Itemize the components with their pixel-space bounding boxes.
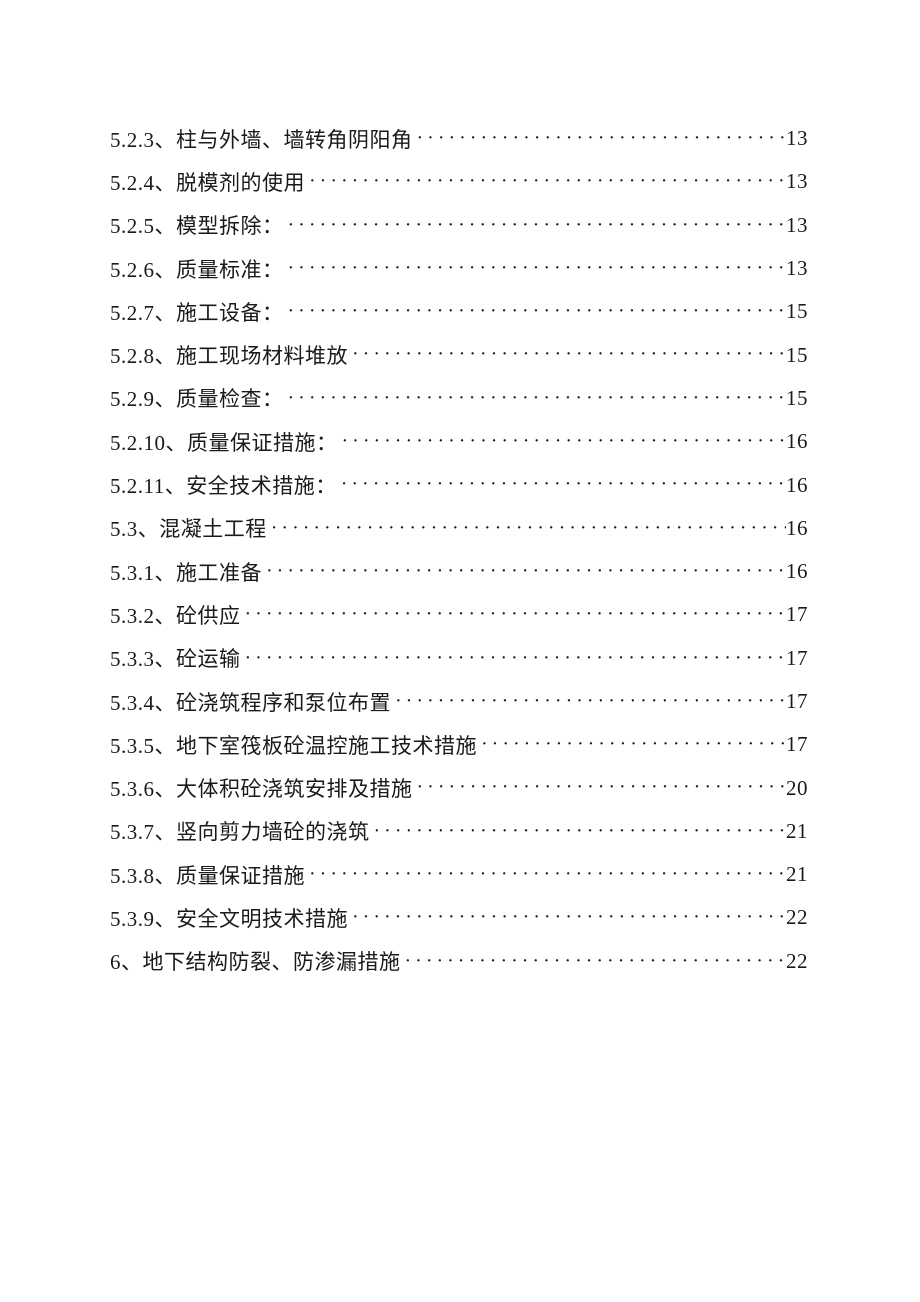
toc-dot-leader xyxy=(413,766,787,809)
toc-entry[interactable]: 5.3.2、砼供应 17 xyxy=(110,593,808,636)
toc-entry-page-number: 13 xyxy=(786,212,808,237)
toc-dot-leader xyxy=(241,593,787,636)
toc-entry-label: 5.3.3、砼运输 xyxy=(110,647,241,672)
toc-entry[interactable]: 5.2.6、质量标准： 13 xyxy=(110,247,808,290)
toc-entry-label: 5.2.4、脱模剂的使用 xyxy=(110,170,305,195)
toc-entry[interactable]: 5.3.6、大体积砼浇筑安排及措施 20 xyxy=(110,766,808,809)
toc-dot-leader xyxy=(305,853,786,896)
toc-dot-leader xyxy=(305,160,786,203)
toc-entry-label: 5.2.3、柱与外墙、墙转角阴阳角 xyxy=(110,127,413,152)
toc-entry-label: 6、地下结构防裂、防渗漏措施 xyxy=(110,950,401,975)
toc-entry[interactable]: 5.3.1、施工准备 16 xyxy=(110,550,808,593)
toc-entry-page-number: 15 xyxy=(786,385,808,410)
table-of-contents: 5.2.3、柱与外墙、墙转角阴阳角 13 5.2.4、脱模剂的使用 13 5.2… xyxy=(110,117,808,983)
toc-entry-label: 5.2.6、质量标准： xyxy=(110,257,284,282)
toc-dot-leader xyxy=(337,463,786,506)
toc-dot-leader xyxy=(413,117,787,160)
toc-entry-page-number: 17 xyxy=(786,689,808,713)
toc-entry-label: 5.2.5、模型拆除： xyxy=(110,214,284,239)
toc-entry-label: 5.2.9、质量检查： xyxy=(110,387,284,412)
toc-entry-label: 5.2.11、安全技术措施： xyxy=(110,474,337,499)
toc-dot-leader xyxy=(338,420,787,463)
toc-entry-label: 5.3.7、竖向剪力墙砼的浇筑 xyxy=(110,820,370,845)
toc-entry[interactable]: 5.3.8、质量保证措施 21 xyxy=(110,853,808,896)
toc-entry-label: 5.3.1、施工准备 xyxy=(110,560,262,585)
toc-entry-page-number: 21 xyxy=(786,818,808,843)
toc-dot-leader xyxy=(284,377,787,420)
toc-entry-label: 5.3.4、砼浇筑程序和泵位布置 xyxy=(110,690,391,715)
toc-entry-label: 5.2.10、质量保证措施： xyxy=(110,430,338,455)
toc-entry-page-number: 17 xyxy=(786,602,808,627)
toc-entry[interactable]: 5.2.11、安全技术措施： 16 xyxy=(110,463,808,506)
toc-entry-label: 5.3.2、砼供应 xyxy=(110,603,241,628)
toc-entry[interactable]: 5.3、混凝土工程 16 xyxy=(110,507,808,550)
toc-dot-leader xyxy=(267,507,786,550)
toc-dot-leader xyxy=(477,723,786,766)
toc-entry[interactable]: 5.2.3、柱与外墙、墙转角阴阳角 13 xyxy=(110,117,808,160)
toc-entry-page-number: 13 xyxy=(786,169,808,194)
toc-dot-leader xyxy=(284,290,787,333)
toc-entry-page-number: 17 xyxy=(786,732,808,757)
toc-dot-leader xyxy=(241,637,787,680)
toc-dot-leader xyxy=(391,680,786,723)
toc-dot-leader xyxy=(348,333,786,376)
toc-entry-page-number: 13 xyxy=(786,256,808,281)
toc-entry[interactable]: 5.3.7、竖向剪力墙砼的浇筑 21 xyxy=(110,810,808,853)
toc-entry[interactable]: 5.3.4、砼浇筑程序和泵位布置 17 xyxy=(110,680,808,723)
toc-entry[interactable]: 5.3.5、地下室筏板砼温控施工技术措施 17 xyxy=(110,723,808,766)
toc-entry[interactable]: 5.2.10、质量保证措施： 16 xyxy=(110,420,808,463)
toc-dot-leader xyxy=(348,896,786,939)
toc-entry[interactable]: 5.3.3、砼运输 17 xyxy=(110,637,808,680)
toc-entry-page-number: 15 xyxy=(786,342,808,367)
toc-entry-label: 5.2.8、施工现场材料堆放 xyxy=(110,344,348,369)
toc-entry[interactable]: 5.3.9、安全文明技术措施 22 xyxy=(110,896,808,939)
toc-dot-leader xyxy=(370,810,787,853)
toc-entry-page-number: 13 xyxy=(786,126,808,151)
toc-entry-label: 5.3、混凝土工程 xyxy=(110,517,267,542)
toc-entry[interactable]: 5.2.4、脱模剂的使用 13 xyxy=(110,160,808,203)
toc-entry[interactable]: 5.2.7、施工设备： 15 xyxy=(110,290,808,333)
toc-entry-page-number: 20 xyxy=(786,775,808,800)
toc-entry-page-number: 22 xyxy=(786,905,808,930)
toc-dot-leader xyxy=(262,550,786,593)
toc-entry-label: 5.3.9、安全文明技术措施 xyxy=(110,906,348,931)
toc-entry[interactable]: 5.2.9、质量检查： 15 xyxy=(110,377,808,420)
toc-entry-page-number: 17 xyxy=(786,645,808,670)
toc-entry[interactable]: 5.2.5、模型拆除： 13 xyxy=(110,204,808,247)
toc-dot-leader xyxy=(401,940,787,983)
toc-entry-page-number: 16 xyxy=(786,559,808,584)
toc-entry-page-number: 16 xyxy=(786,472,808,497)
toc-entry-page-number: 22 xyxy=(786,948,808,973)
toc-dot-leader xyxy=(284,204,787,247)
toc-entry-label: 5.3.6、大体积砼浇筑安排及措施 xyxy=(110,777,413,802)
toc-entry-label: 5.3.5、地下室筏板砼温控施工技术措施 xyxy=(110,733,477,758)
toc-entry-page-number: 16 xyxy=(786,429,808,454)
toc-entry-page-number: 21 xyxy=(786,862,808,887)
toc-entry-label: 5.3.8、质量保证措施 xyxy=(110,863,305,888)
toc-entry-page-number: 16 xyxy=(786,515,808,540)
toc-entry[interactable]: 6、地下结构防裂、防渗漏措施 22 xyxy=(110,940,808,983)
toc-entry-page-number: 15 xyxy=(786,299,808,324)
toc-entry[interactable]: 5.2.8、施工现场材料堆放 15 xyxy=(110,333,808,376)
toc-dot-leader xyxy=(284,247,787,290)
toc-entry-label: 5.2.7、施工设备： xyxy=(110,300,284,325)
